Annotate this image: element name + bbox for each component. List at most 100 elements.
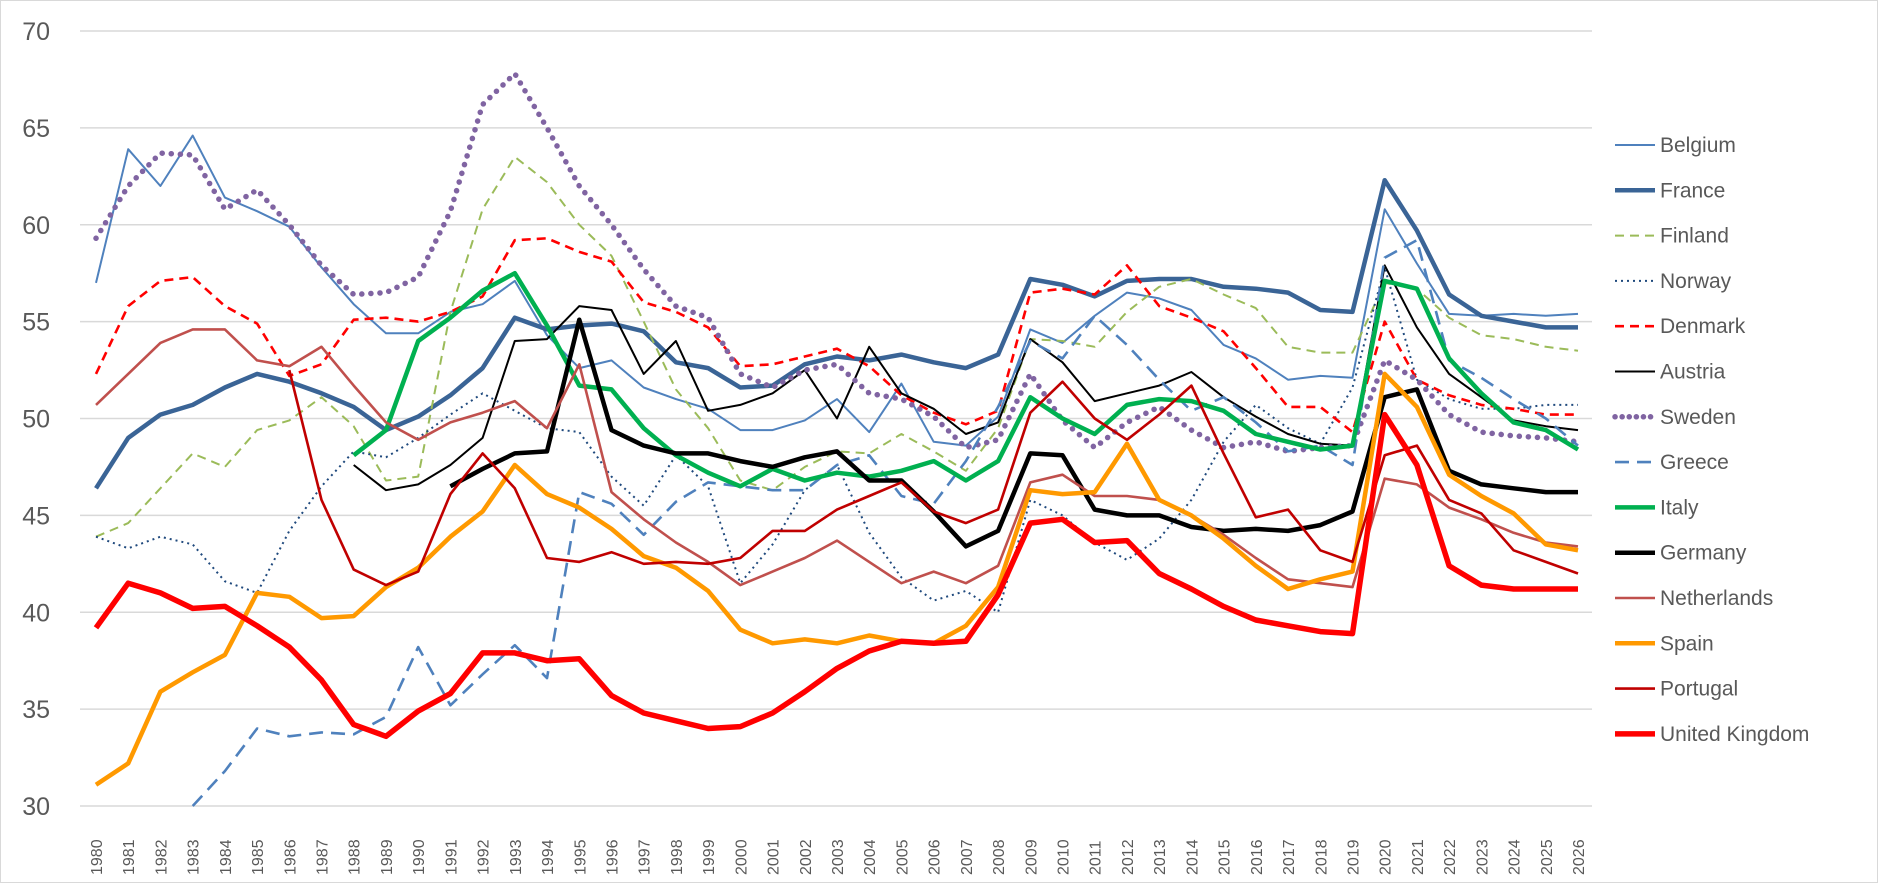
y-tick-label: 40 — [22, 599, 50, 627]
series-line-sweden — [93, 70, 1581, 455]
legend-item: Norway — [1615, 270, 1732, 293]
x-tick-label: 2005 — [894, 839, 911, 875]
legend-label: Belgium — [1660, 134, 1736, 157]
x-tick-label: 1992 — [476, 839, 493, 875]
legend-label: Austria — [1660, 361, 1726, 384]
series-line-belgium — [95, 134, 1579, 447]
legend-item: Spain — [1615, 632, 1714, 655]
y-tick-label: 30 — [22, 793, 50, 821]
series-line-united-kingdom — [93, 411, 1578, 740]
x-tick-label: 2007 — [959, 839, 976, 875]
x-tick-label: 2000 — [733, 839, 750, 875]
legend-label: Spain — [1660, 632, 1714, 655]
legend-label: Finland — [1660, 225, 1729, 248]
x-tick-label: 1989 — [379, 839, 396, 875]
legend-item: Finland — [1615, 225, 1729, 248]
x-tick-label: 2010 — [1056, 839, 1073, 875]
x-tick-label: 2022 — [1442, 839, 1459, 875]
legend-label: Netherlands — [1660, 587, 1773, 610]
x-tick-label: 1982 — [153, 839, 170, 875]
x-tick-label: 2004 — [862, 839, 879, 875]
x-tick-label: 2018 — [1313, 839, 1330, 875]
series-line-germany — [449, 317, 1578, 549]
legend-item: United Kingdom — [1615, 723, 1809, 746]
x-tick-label: 1991 — [443, 839, 460, 875]
legend-label: Italy — [1660, 496, 1699, 519]
x-tick-label: 1999 — [701, 839, 718, 875]
legend-item: Sweden — [1612, 406, 1736, 429]
x-tick-label: 2006 — [927, 839, 944, 875]
x-tick-label: 2020 — [1378, 839, 1395, 875]
x-tick-label: 2026 — [1571, 839, 1588, 875]
x-tick-label: 2021 — [1410, 839, 1427, 875]
x-tick-label: 2011 — [1088, 840, 1105, 875]
x-tick-label: 1985 — [250, 839, 267, 875]
y-tick-label: 45 — [22, 502, 50, 530]
x-tick-label: 1994 — [540, 839, 557, 875]
legend-label: Greece — [1660, 451, 1729, 474]
x-tick-label: 2025 — [1539, 839, 1556, 875]
x-tick-label: 2001 — [766, 839, 783, 875]
legend-label: France — [1660, 179, 1725, 202]
x-tick-label: 1996 — [604, 839, 621, 875]
legend-item: Netherlands — [1615, 587, 1773, 610]
y-tick-label: 35 — [22, 696, 50, 724]
legend-item: Denmark — [1615, 315, 1746, 338]
series-line-netherlands — [95, 328, 1579, 589]
series-line-denmark — [94, 237, 1578, 434]
legend: Belgium France Finland Norway Denmark Austria… — [1612, 134, 1809, 746]
x-tick-label: 1988 — [347, 839, 364, 875]
x-tick-label: 1981 — [121, 839, 138, 875]
series-line-portugal — [288, 369, 1579, 587]
series-line-spain — [94, 371, 1579, 787]
y-tick-label: 60 — [22, 212, 50, 240]
series-line-france — [94, 177, 1578, 490]
series-line-finland — [95, 155, 1579, 538]
x-tick-label: 2015 — [1217, 839, 1234, 875]
y-tick-label: 65 — [22, 115, 50, 143]
legend-label: Sweden — [1660, 406, 1736, 429]
x-axis: 1980 1981 1982 1983 1984 1985 1986 1987 1988 1989… — [89, 839, 1588, 875]
x-tick-label: 1997 — [637, 839, 654, 875]
y-tick-label: 55 — [22, 309, 50, 337]
x-tick-label: 2014 — [1184, 839, 1201, 875]
legend-label: Norway — [1660, 270, 1732, 293]
x-tick-label: 1984 — [218, 839, 235, 875]
x-tick-label: 2017 — [1281, 839, 1298, 875]
x-tick-label: 2003 — [830, 839, 847, 875]
x-tick-label: 2023 — [1474, 839, 1491, 875]
x-tick-label: 2016 — [1249, 839, 1266, 875]
x-tick-label: 2002 — [798, 839, 815, 875]
legend-item: Greece — [1615, 451, 1729, 474]
x-tick-label: 1983 — [186, 839, 203, 875]
x-tick-label: 1993 — [508, 839, 525, 875]
y-tick-label: 50 — [22, 406, 50, 434]
x-tick-label: 1995 — [572, 839, 589, 875]
x-tick-label: 1990 — [411, 839, 428, 875]
x-tick-label: 2009 — [1023, 839, 1040, 875]
legend-item: Austria — [1615, 361, 1726, 384]
legend-item: Belgium — [1615, 134, 1736, 157]
y-axis: 30 35 40 45 50 55 60 65 70 — [22, 18, 50, 821]
legend-label: United Kingdom — [1660, 723, 1809, 746]
x-tick-label: 2012 — [1120, 839, 1137, 875]
legend-label: Portugal — [1660, 678, 1738, 701]
x-tick-label: 2024 — [1507, 839, 1524, 875]
series-lines — [93, 70, 1581, 807]
x-tick-label: 1987 — [315, 839, 332, 875]
y-tick-label: 70 — [22, 18, 50, 46]
legend-item: Portugal — [1615, 678, 1738, 701]
x-tick-label: 2019 — [1345, 839, 1362, 875]
legend-item: Italy — [1615, 496, 1699, 519]
x-tick-label: 2008 — [991, 839, 1008, 875]
x-tick-label: 1986 — [282, 839, 299, 875]
legend-item: France — [1615, 179, 1725, 202]
legend-label: Germany — [1660, 542, 1747, 565]
series-line-italy — [352, 270, 1580, 489]
x-tick-label: 2013 — [1152, 839, 1169, 875]
x-tick-label: 1980 — [89, 839, 106, 875]
legend-item: Germany — [1615, 542, 1747, 565]
x-tick-label: 1998 — [669, 839, 686, 875]
legend-label: Denmark — [1660, 315, 1746, 338]
